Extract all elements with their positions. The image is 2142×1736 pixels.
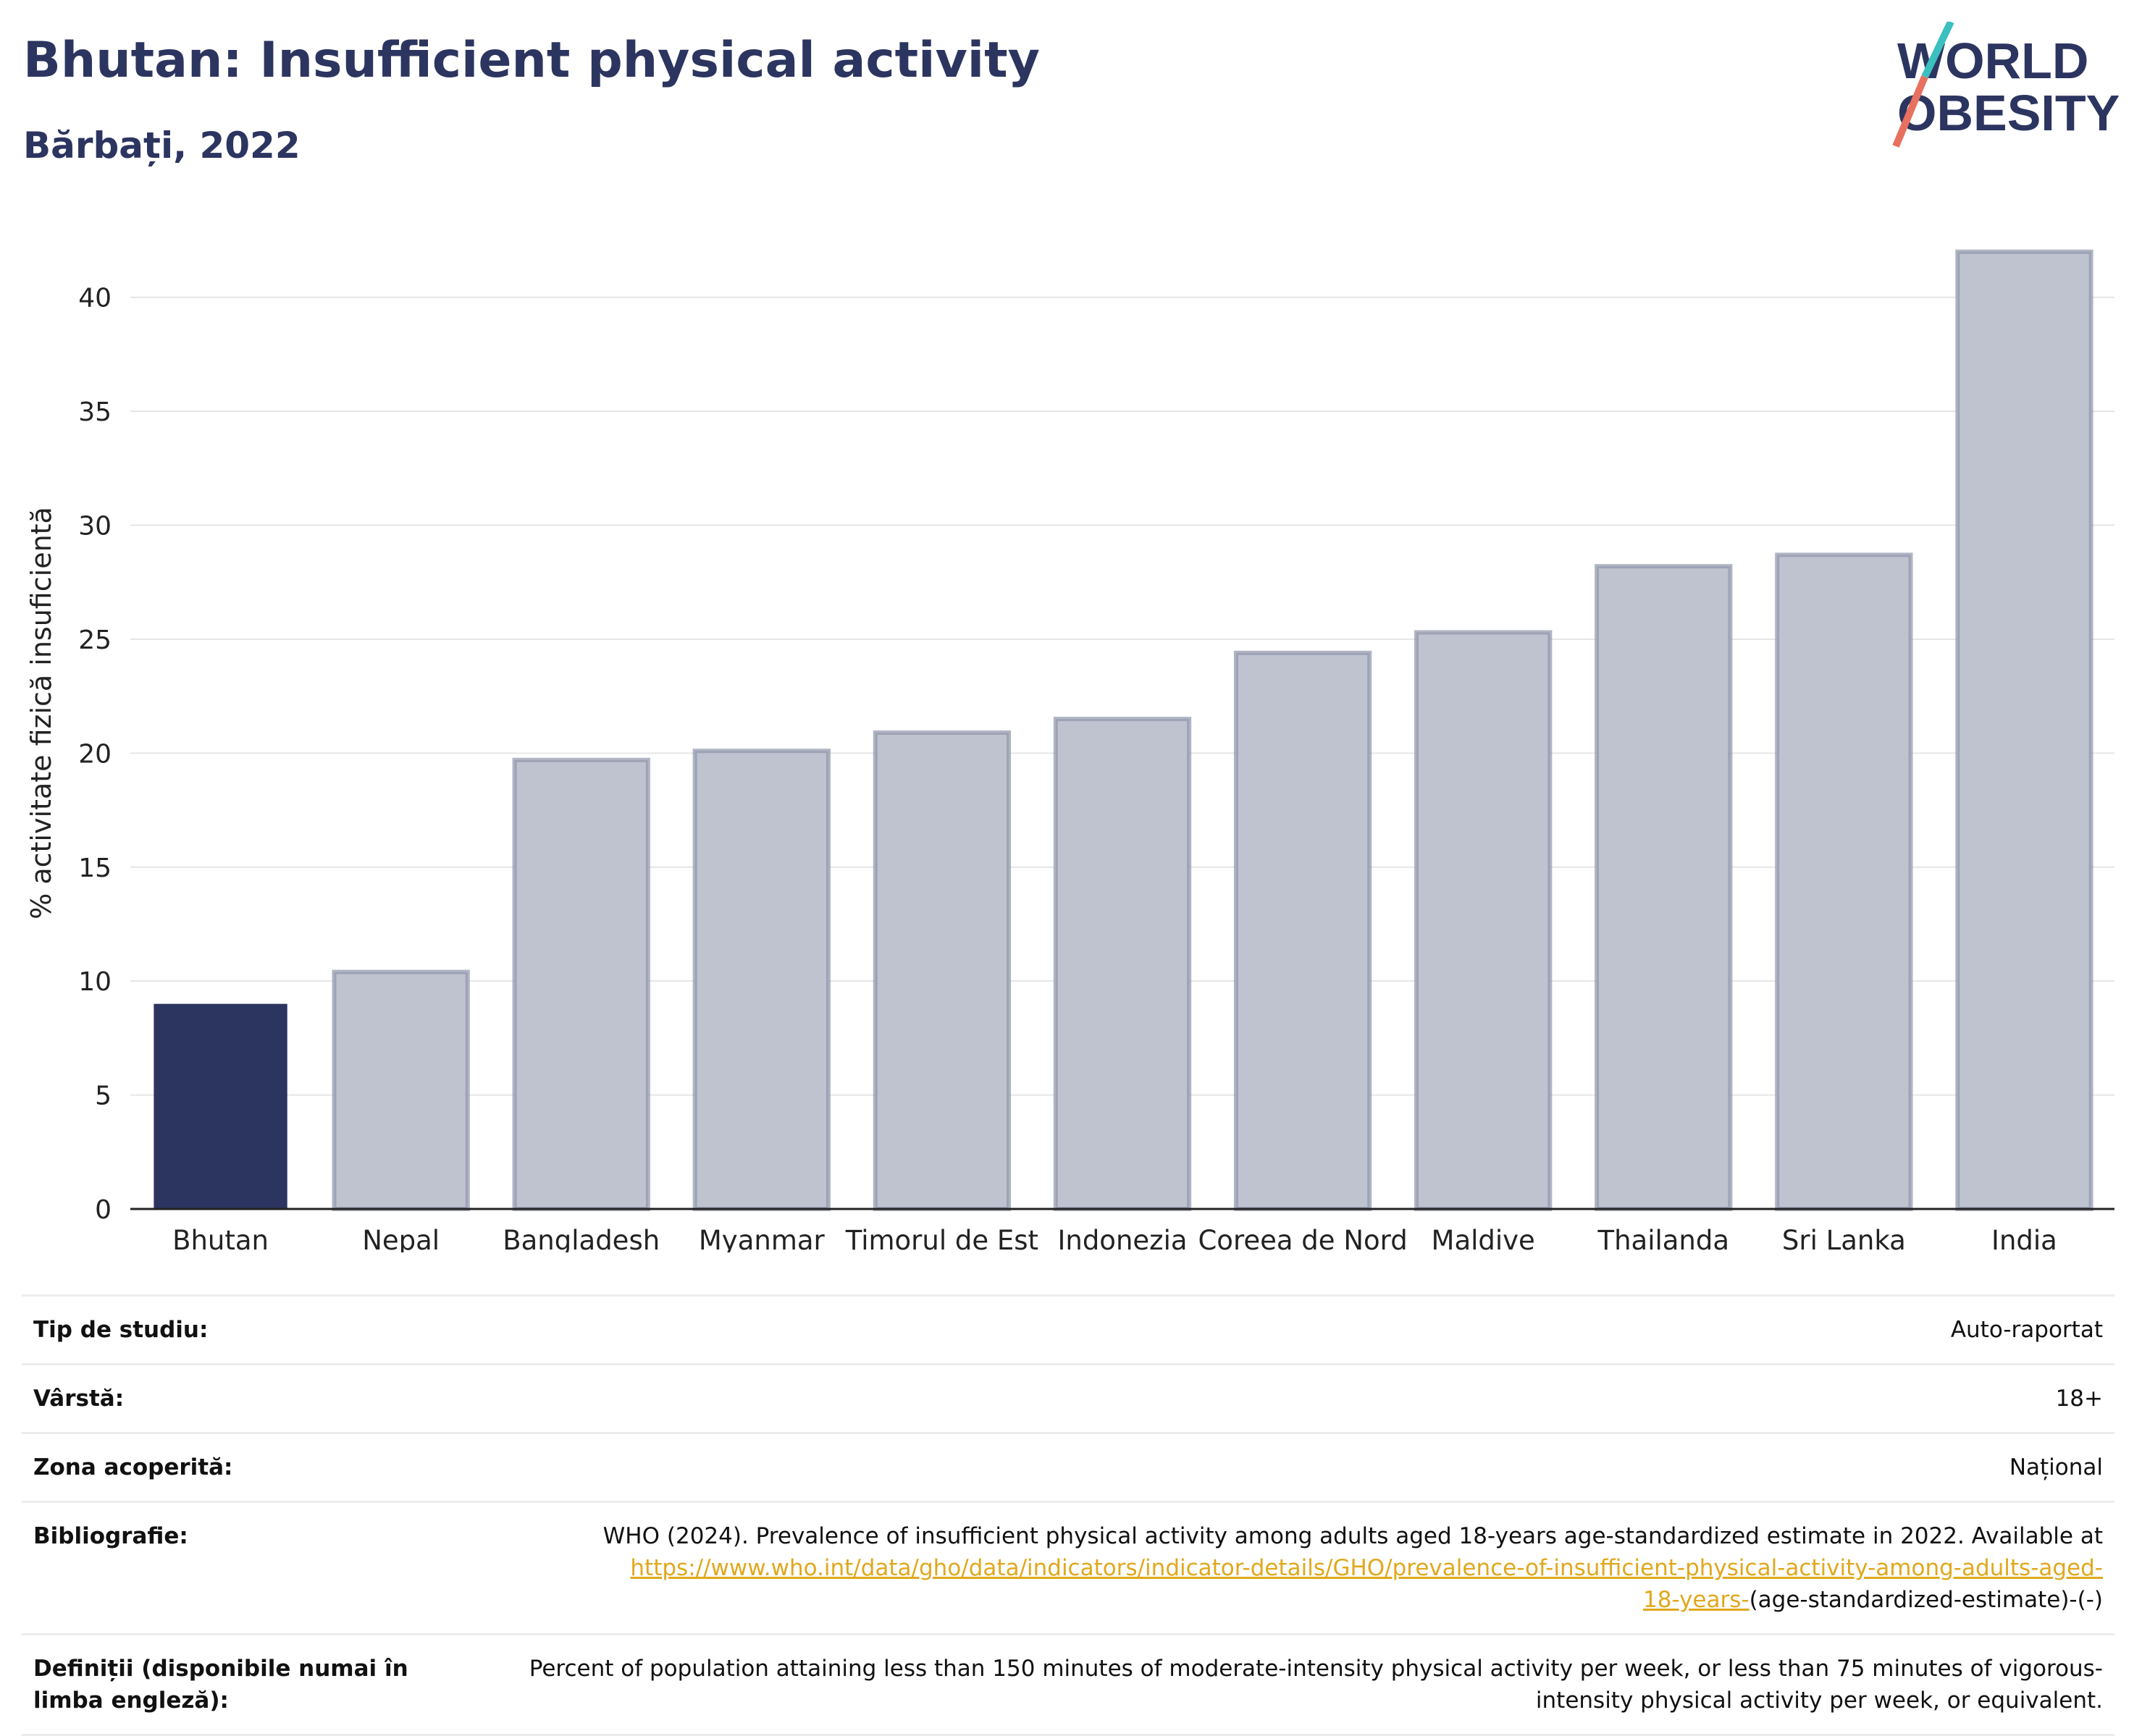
meta-row-coverage: Zona acoperită: Național (22, 1432, 2114, 1501)
definitions-text: Percent of population attaining less tha… (529, 1656, 2103, 1714)
x-tick-label: Thailanda (1597, 1225, 1729, 1252)
svg-text:OBESITY: OBESITY (1897, 85, 2120, 141)
meta-row-definitions: Definiții (disponibile numai în limba en… (22, 1633, 2114, 1736)
y-tick-label: 40 (78, 284, 112, 313)
bars (154, 249, 2093, 1211)
bar-nepal (332, 969, 470, 1211)
bar-bangladesh (512, 757, 650, 1211)
bar-sri-lanka (1775, 552, 1913, 1211)
bar-india (1955, 249, 2093, 1211)
y-tick-label: 10 (78, 967, 112, 997)
meta-value: Național (2009, 1454, 2103, 1480)
y-tick-label: 35 (78, 397, 112, 427)
meta-label: Definiții (disponibile numai în limba en… (33, 1656, 408, 1714)
bibliography-link[interactable]: https://www.who.int/data/gho/data/indica… (630, 1555, 2103, 1581)
meta-label: Bibliografie: (33, 1523, 188, 1549)
bar-maldive (1414, 630, 1553, 1211)
bibliography-link-cont[interactable]: 18-years- (1642, 1587, 1750, 1613)
meta-value: Auto-raportat (1950, 1317, 2103, 1343)
y-tick-label: 30 (78, 512, 112, 542)
meta-value: 18+ (2055, 1386, 2103, 1412)
bar-myanmar (692, 749, 831, 1211)
x-tick-label: Maldive (1432, 1225, 1535, 1252)
bar-timorul-de-est (873, 730, 1012, 1211)
bar-bhutan (154, 1003, 287, 1209)
x-tick-label: Timorul de Est (845, 1225, 1038, 1252)
y-tick-label: 5 (95, 1082, 112, 1111)
x-tick-label: Sri Lanka (1782, 1225, 1906, 1252)
page-subtitle: Bărbați, 2022 (23, 125, 301, 167)
y-tick-label: 20 (78, 739, 112, 769)
x-tick-label: Coreea de Nord (1198, 1225, 1407, 1252)
metadata-table: Tip de studiu: Auto-raportat Vârstă: 18+… (22, 1294, 2114, 1736)
x-tick-label: Bhutan (172, 1225, 269, 1252)
bar-chart: 0 5 10 15 20 25 30 35 40 Bhutan Nepal Bangladesh My… (25, 249, 2114, 1252)
bar-indonezia (1053, 717, 1192, 1211)
meta-row-bibliography: Bibliografie: WHO (2024). Prevalence of … (22, 1501, 2114, 1633)
meta-row-age: Vârstă: 18+ (22, 1363, 2114, 1432)
y-tick-label: 15 (78, 854, 112, 883)
y-tick-label: 0 (95, 1195, 112, 1225)
x-tick-label: Nepal (362, 1225, 440, 1252)
meta-label: Vârstă: (33, 1386, 125, 1412)
page-title: Bhutan: Insufficient physical activity (23, 32, 1040, 89)
bar-thailanda (1595, 564, 1733, 1211)
bibliography-citation: WHO (2024). Prevalence of insufficient p… (602, 1523, 2103, 1549)
x-tick-label: Myanmar (699, 1225, 826, 1252)
y-tick-labels: 0 5 10 15 20 25 30 35 40 (78, 284, 112, 1225)
bibliography-text: WHO (2024). Prevalence of insufficient p… (494, 1503, 2114, 1633)
world-obesity-logo: WORLD OBESITY (1892, 22, 2120, 148)
bibliography-tail: (age-standardized-estimate)-(-) (1749, 1587, 2103, 1613)
y-axis-label: % activitate fizică insuficientă (25, 507, 57, 919)
y-tick-label: 25 (78, 625, 112, 655)
bar-coreea-de-nord (1233, 650, 1372, 1211)
meta-label: Zona acoperită: (33, 1454, 233, 1480)
x-tick-label: Indonezia (1057, 1225, 1187, 1252)
x-tick-label: India (1991, 1225, 2057, 1252)
meta-label: Tip de studiu: (33, 1317, 209, 1343)
x-tick-label: Bangladesh (503, 1225, 660, 1252)
x-tick-labels: Bhutan Nepal Bangladesh Myanmar Timorul de E… (172, 1225, 2057, 1252)
meta-row-study-type: Tip de studiu: Auto-raportat (22, 1294, 2114, 1363)
